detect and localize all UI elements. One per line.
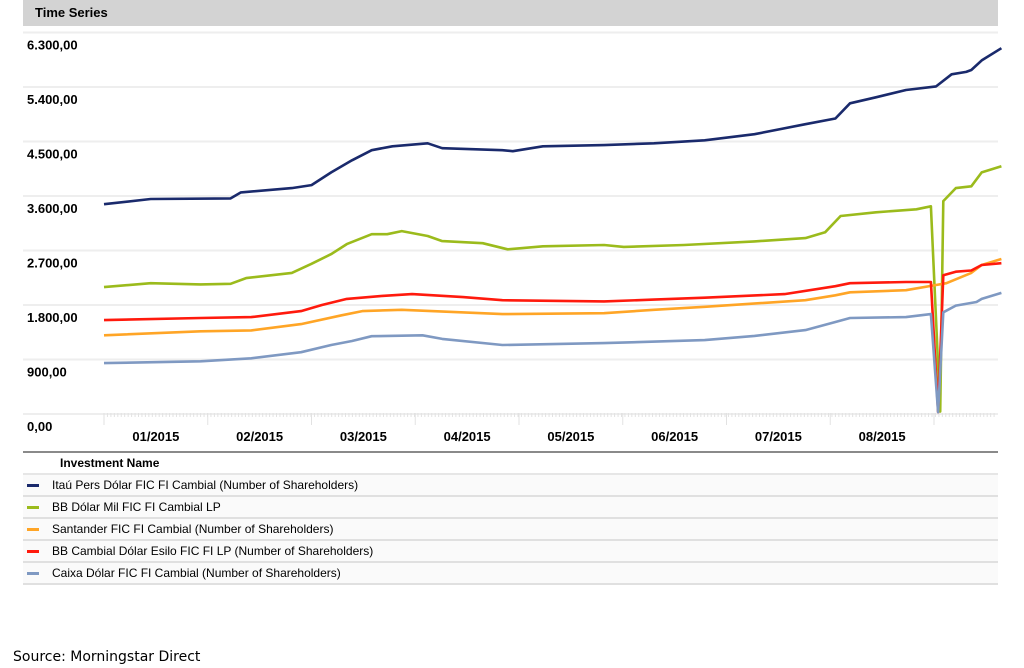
legend-label: Itaú Pers Dólar FIC FI Cambial (Number o… (52, 478, 359, 492)
legend-item: Itaú Pers Dólar FIC FI Cambial (Number o… (23, 475, 998, 497)
x-tick-label: 07/2015 (755, 429, 802, 444)
legend-item: Caixa Dólar FIC FI Cambial (Number of Sh… (23, 563, 998, 585)
x-tick-label: 02/2015 (236, 429, 283, 444)
legend-label: Caixa Dólar FIC FI Cambial (Number of Sh… (52, 566, 341, 580)
legend-item: Santander FIC FI Cambial (Number of Shar… (23, 519, 998, 541)
legend-swatch-icon (27, 484, 39, 487)
time-series-chart: 0,00 900,00 1.800,00 2.700,00 3.600,00 4.500,… (23, 31, 1003, 453)
series-line-2 (103, 165, 1002, 413)
x-tick-label: 01/2015 (132, 429, 179, 444)
series-line-5 (103, 291, 1002, 414)
y-tick-label: 1.800,00 (27, 310, 78, 325)
x-tick-label: 03/2015 (340, 429, 387, 444)
legend-table: Investment Name Itaú Pers Dólar FIC FI C… (23, 453, 998, 585)
legend-label: BB Cambial Dólar Esilo FIC FI LP (Number… (52, 544, 374, 558)
source-note: Source: Morningstar Direct (13, 649, 201, 665)
legend-item: BB Dólar Mil FIC FI Cambial LP (23, 497, 998, 519)
legend-swatch-icon (27, 528, 39, 531)
y-tick-label: 0,00 (27, 419, 52, 434)
y-tick-label: 3.600,00 (27, 201, 78, 216)
x-tick-label: 08/2015 (859, 429, 906, 444)
chart-title-bar: Time Series (23, 0, 998, 26)
legend-label: Santander FIC FI Cambial (Number of Shar… (52, 522, 334, 536)
chart-title: Time Series (35, 5, 108, 20)
y-tick-label: 2.700,00 (27, 256, 78, 271)
x-tick-label: 06/2015 (651, 429, 698, 444)
series-line-4 (103, 261, 1002, 414)
legend-swatch-icon (27, 572, 39, 575)
legend-label: BB Dólar Mil FIC FI Cambial LP (52, 500, 221, 514)
y-tick-label: 4.500,00 (27, 147, 78, 162)
y-tick-label: 900,00 (27, 365, 67, 380)
legend-swatch-icon (27, 550, 39, 553)
legend-header: Investment Name (23, 453, 998, 475)
x-tick-label: 04/2015 (444, 429, 491, 444)
y-tick-label: 6.300,00 (27, 38, 78, 53)
series-line-3 (103, 257, 1002, 337)
x-tick-label: 05/2015 (547, 429, 594, 444)
y-tick-label: 5.400,00 (27, 92, 78, 107)
legend-swatch-icon (27, 506, 39, 509)
legend-item: BB Cambial Dólar Esilo FIC FI LP (Number… (23, 541, 998, 563)
series-line-1 (103, 47, 1003, 206)
